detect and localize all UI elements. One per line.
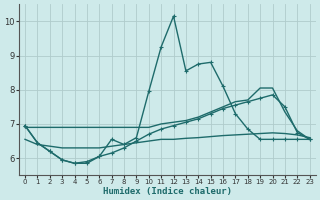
X-axis label: Humidex (Indice chaleur): Humidex (Indice chaleur) xyxy=(103,187,232,196)
